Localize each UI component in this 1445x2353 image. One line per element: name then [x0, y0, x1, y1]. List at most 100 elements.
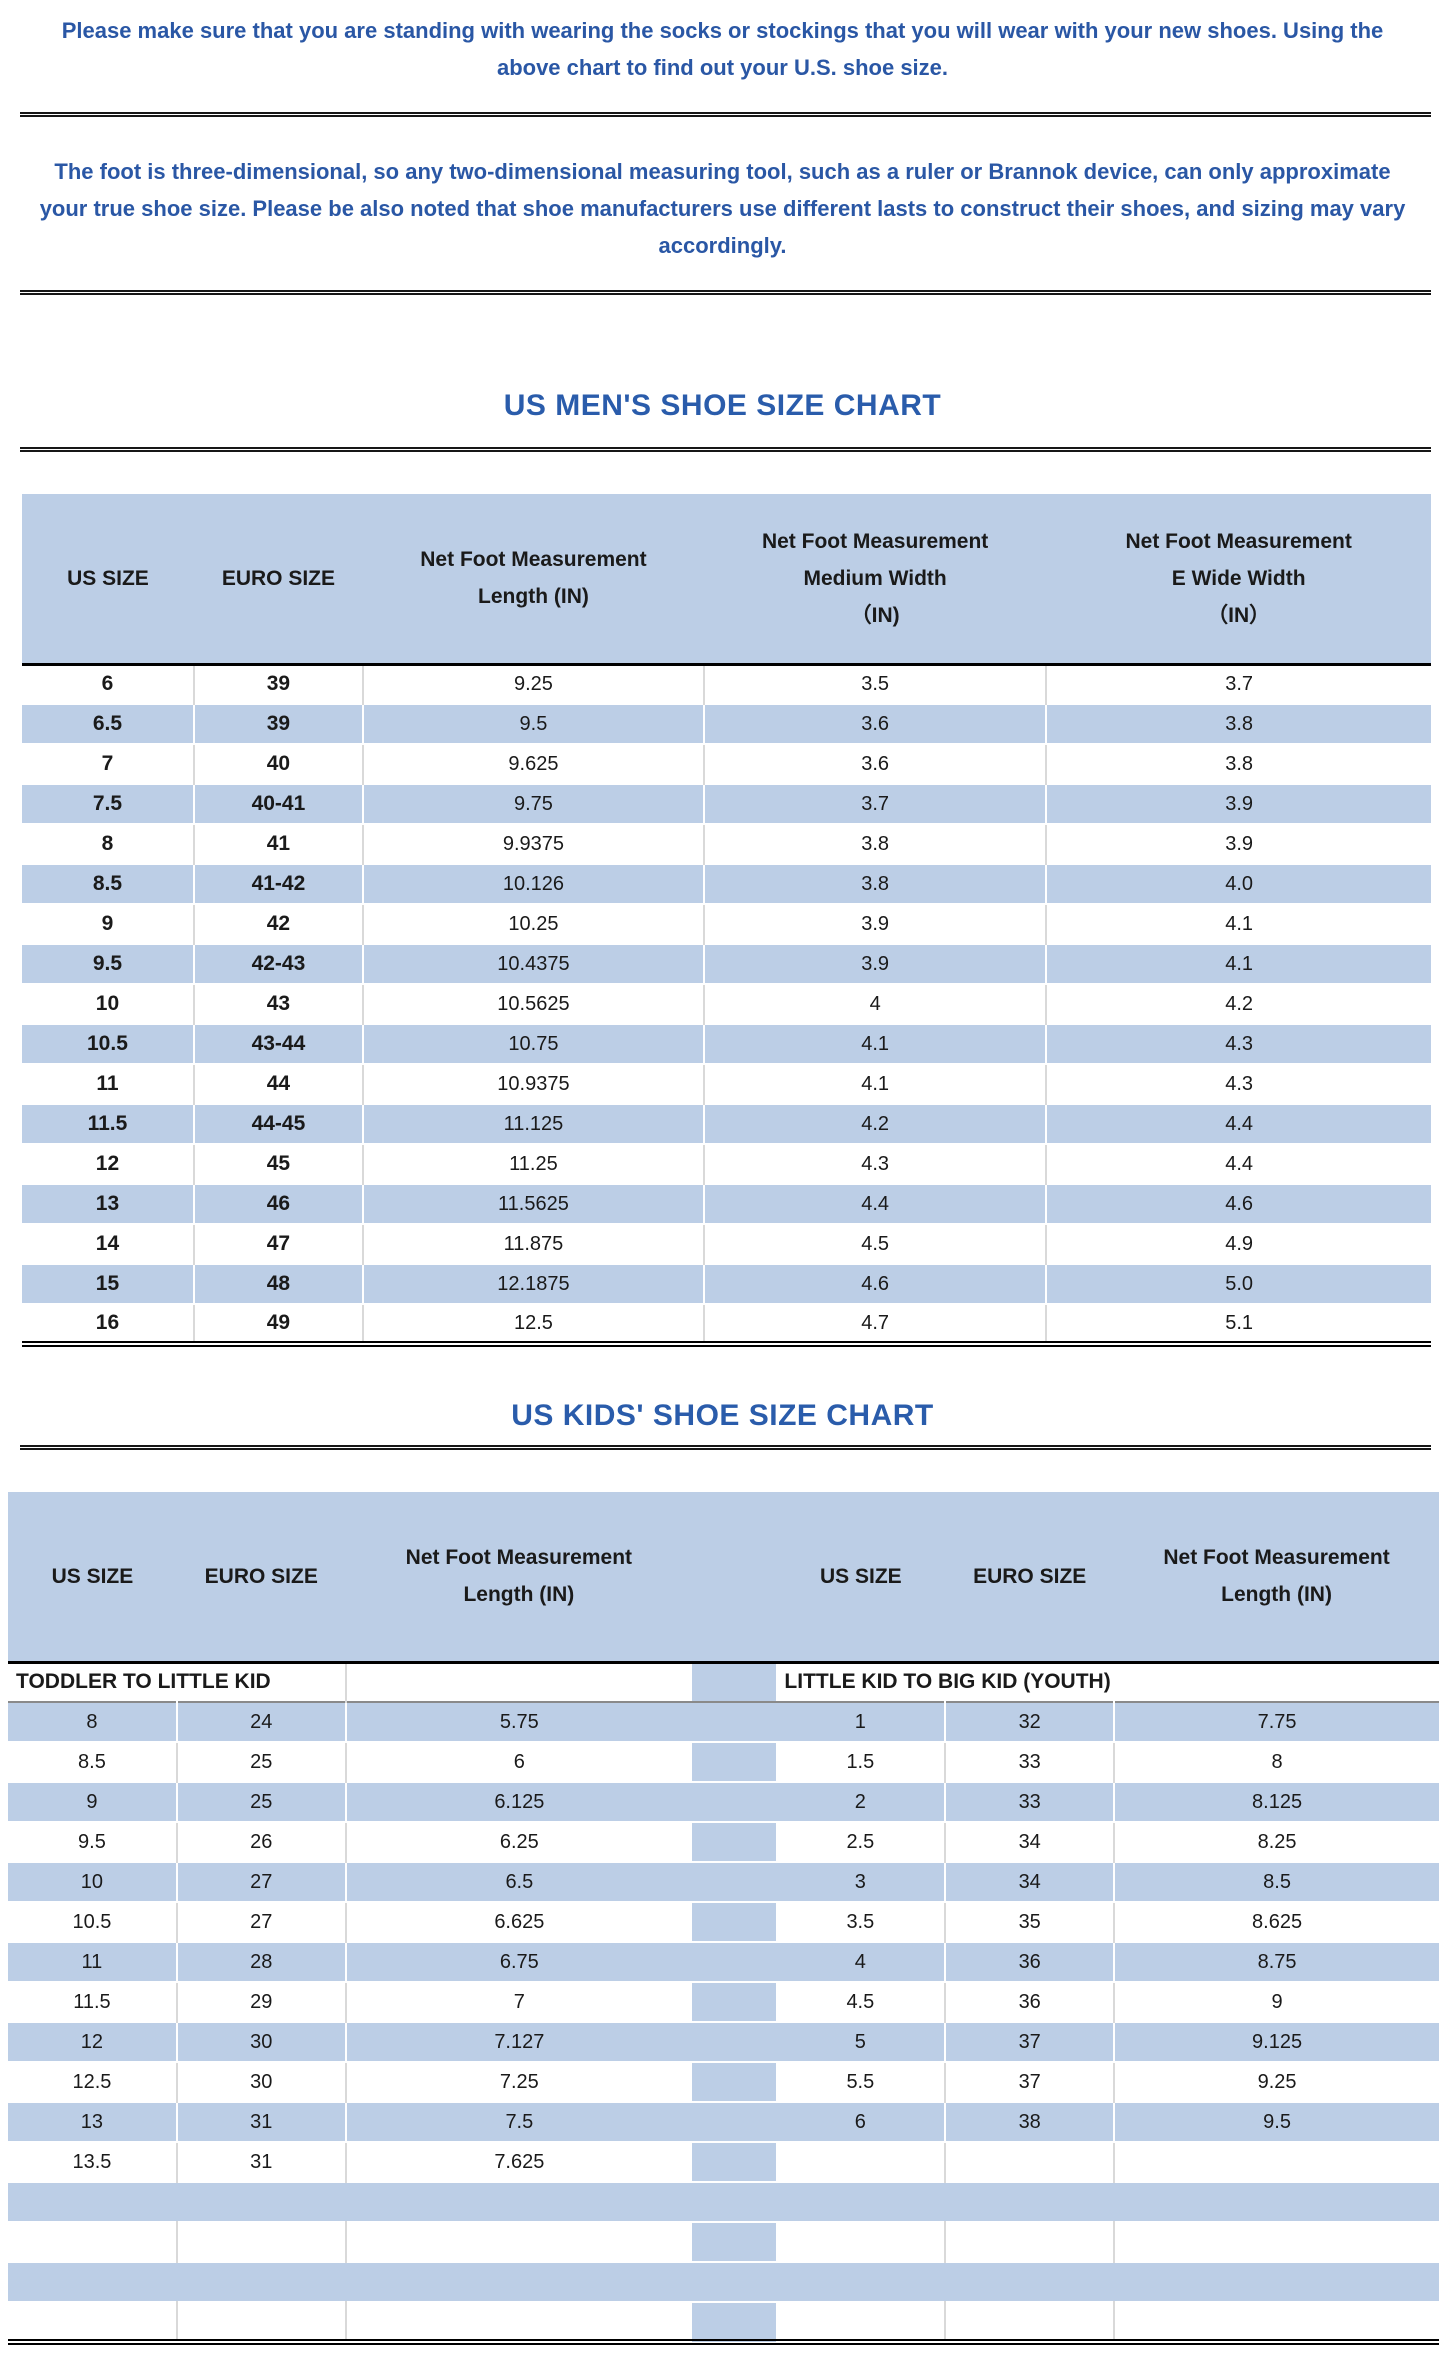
mens-table-cell: 39 — [193, 704, 364, 744]
kids-spacer-cell — [692, 2022, 777, 2062]
kids-table-cell: 1 — [776, 1702, 947, 1742]
mens-table-cell: 11.25 — [362, 1144, 705, 1184]
mens-table-cell: 43-44 — [193, 1024, 364, 1064]
kids-table-cell: 36 — [945, 1942, 1116, 1982]
kids-table-cell: 28 — [176, 1942, 347, 1982]
mens-table-cell: 9.625 — [362, 744, 705, 784]
kids-spacer-cell — [692, 2142, 777, 2182]
kids-table-cell: 8.5 — [8, 1742, 178, 1782]
kids-table-cell: 37 — [945, 2022, 1116, 2062]
mens-table-row: 13 46 11.5625 4.4 4.6 — [22, 1184, 1431, 1224]
mens-table-cell: 6 — [22, 664, 195, 704]
kids-table-cell: 9 — [8, 1782, 178, 1822]
mens-table-cell: 12.5 — [362, 1304, 705, 1344]
kids-table-cell: 8.625 — [1252, 1910, 1303, 1933]
kids-table-cell: 7 — [513, 1990, 525, 2013]
horizontal-divider — [20, 1445, 1431, 1450]
kids-table-cell: 6.625 — [494, 1910, 545, 1933]
kids-table-cell — [945, 2142, 1116, 2182]
kids-section-label-row: TODDLER TO LITTLE KID LITTLE KID TO BIG K… — [8, 1662, 1439, 1702]
mens-table-cell: 3.6 — [703, 744, 1048, 784]
mens-header-cell: Net Foot Measurement E Wide Width （IN） — [1046, 494, 1431, 666]
kids-table-cell: 4.5 — [776, 1982, 947, 2022]
mens-table-cell: 15 — [22, 1264, 195, 1304]
kids-empty-row — [8, 2302, 1439, 2342]
mens-table-cell: 12.1875 — [362, 1264, 705, 1304]
mens-table-cell: 9 — [22, 904, 195, 944]
mens-table-cell: 3.7 — [1225, 672, 1254, 695]
mens-table-cell: 9.25 — [362, 664, 705, 704]
kids-table-cell — [1114, 2142, 1439, 2182]
kids-table-cell: 7.75 — [1257, 1710, 1297, 1733]
kids-empty-row — [8, 2262, 1439, 2302]
kids-table-cell: 6 — [513, 1750, 525, 1773]
mens-table-cell: 44-45 — [193, 1104, 364, 1144]
kids-spacer-cell — [692, 1902, 777, 1942]
mens-table-cell: 16 — [22, 1304, 195, 1344]
horizontal-divider — [20, 112, 1431, 117]
kids-table-cell: 11 — [8, 1942, 178, 1982]
kids-spacer-cell — [692, 1782, 777, 1822]
kids-table-cell: 2.5 — [776, 1822, 947, 1862]
kids-table-cell: 27 — [176, 1902, 347, 1942]
mens-table-cell: 7 — [22, 744, 195, 784]
mens-table-cell: 3.7 — [703, 784, 1048, 824]
mens-table-cell: 3.8 — [1225, 752, 1254, 775]
kids-table-cell: 6.125 — [494, 1790, 545, 1813]
mens-table-cell: 4.1 — [1225, 952, 1254, 975]
kids-empty-cell — [945, 2302, 1116, 2342]
kids-table-cell: 31 — [176, 2142, 347, 2182]
mens-table-cell: 41 — [193, 824, 364, 864]
mens-table-cell: 43 — [193, 984, 364, 1024]
mens-table-cell: 3.8 — [1225, 712, 1254, 735]
kids-empty-cell — [8, 2222, 178, 2262]
kids-header-cell: EURO SIZE — [945, 1492, 1115, 1664]
mens-table-cell: 47 — [193, 1224, 364, 1264]
mens-table-cell: 3.5 — [703, 664, 1048, 704]
kids-table-cell: 6 — [776, 2102, 947, 2142]
kids-table-cell: 9.5 — [8, 1822, 178, 1862]
mens-table-cell: 7.5 — [22, 784, 195, 824]
toddler-section-label: TODDLER TO LITTLE KID — [8, 1662, 347, 1702]
mens-table-cell: 4.1 — [703, 1064, 1048, 1104]
mens-table-row: 10 43 10.5625 4 4.2 — [22, 984, 1431, 1024]
kids-table-cell: 13 — [8, 2102, 178, 2142]
kids-spacer-cell — [692, 1982, 777, 2022]
horizontal-divider — [20, 290, 1431, 295]
mens-table-cell: 14 — [22, 1224, 195, 1264]
kids-table-cell: 8.125 — [1252, 1790, 1303, 1813]
kids-table-cell: 37 — [945, 2062, 1116, 2102]
mens-table-cell: 4.4 — [703, 1184, 1048, 1224]
mens-table-cell: 11 — [22, 1064, 195, 1104]
mens-table-cell: 3.9 — [703, 944, 1048, 984]
kids-table-cell: 6.25 — [499, 1830, 539, 1853]
kids-spacer-cell — [692, 1942, 777, 1982]
kids-table-cell: 10 — [8, 1862, 178, 1902]
kids-header-cell: EURO SIZE — [176, 1492, 346, 1664]
mens-table-row: 16 49 12.5 4.7 5.1 — [22, 1304, 1431, 1344]
kids-table-cell: 34 — [945, 1862, 1116, 1902]
kids-chart-title: US KIDS' SHOE SIZE CHART — [511, 1399, 934, 1432]
kids-table-cell: 5 — [776, 2022, 947, 2062]
mens-table-cell: 46 — [193, 1184, 364, 1224]
mens-table-row: 11 44 10.9375 4.1 4.3 — [22, 1064, 1431, 1104]
kids-empty-cell — [776, 2222, 947, 2262]
mens-table-cell: 4.1 — [703, 1024, 1048, 1064]
mens-table-cell: 3.6 — [703, 704, 1048, 744]
kids-table-cell: 2 — [776, 1782, 947, 1822]
kids-table-row: 11.5 29 7 4.5 36 9 — [8, 1982, 1439, 2022]
mens-table-cell: 40-41 — [193, 784, 364, 824]
kids-empty-cell — [8, 2182, 1439, 2222]
kids-table-cell: 5.5 — [776, 2062, 947, 2102]
kids-empty-cell — [8, 2262, 1439, 2302]
kids-table-cell: 7.127 — [494, 2030, 545, 2053]
mens-table-cell: 11.875 — [362, 1224, 705, 1264]
kids-table-cell: 9.25 — [1257, 2070, 1297, 2093]
mens-table-cell: 42-43 — [193, 944, 364, 984]
kids-table-cell: 25 — [176, 1782, 347, 1822]
kids-header-cell: US SIZE — [8, 1492, 177, 1664]
intro-paragraph-2: The foot is three-dimensional, so any tw… — [39, 159, 1406, 258]
mens-table-row: 10.5 43-44 10.75 4.1 4.3 — [22, 1024, 1431, 1064]
kids-table-cell: 9.5 — [1263, 2110, 1291, 2133]
kids-table-cell: 9 — [1271, 1990, 1283, 2013]
